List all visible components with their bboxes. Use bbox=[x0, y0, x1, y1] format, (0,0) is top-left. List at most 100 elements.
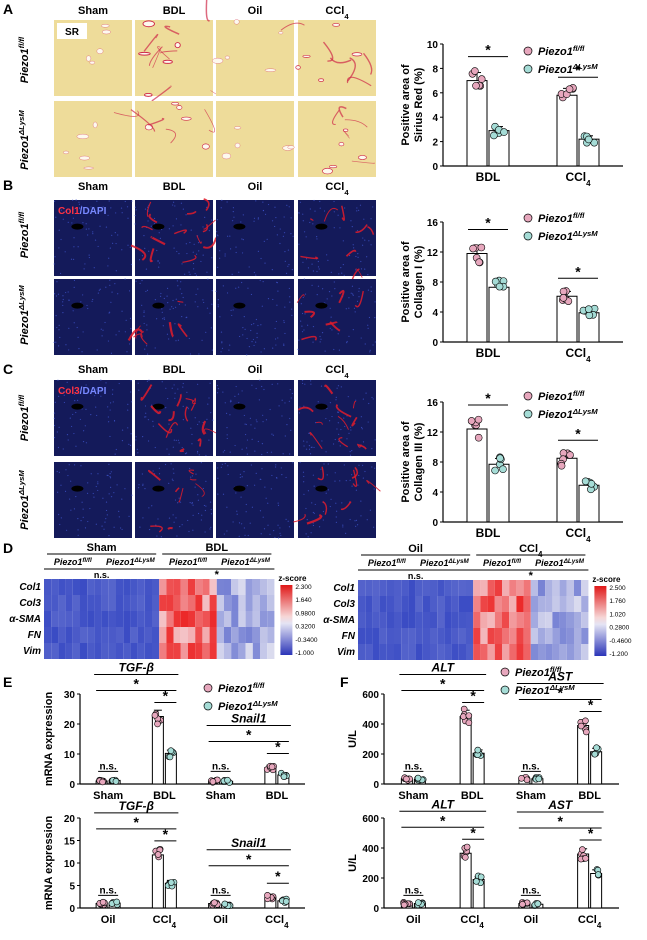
data-point bbox=[518, 775, 525, 782]
heatmap-cell bbox=[358, 612, 366, 628]
nucleus-dot bbox=[172, 299, 174, 302]
collagen-signal bbox=[337, 415, 349, 430]
stain-label-col1: Col1/DAPI bbox=[58, 206, 107, 217]
nucleus-dot bbox=[80, 520, 82, 522]
nucleus-dot bbox=[94, 239, 97, 241]
heatmap-cell bbox=[386, 628, 394, 644]
collagen-fiber bbox=[151, 85, 172, 102]
nucleus-dot bbox=[82, 516, 84, 518]
heatmap-cell bbox=[408, 628, 416, 644]
nucleus-dot bbox=[348, 335, 350, 337]
heatmap-cell bbox=[358, 596, 366, 612]
nucleus-dot bbox=[229, 248, 232, 250]
tile-background bbox=[298, 380, 376, 456]
nucleus-dot bbox=[96, 200, 98, 202]
nucleus-dot bbox=[336, 428, 338, 430]
bar bbox=[577, 853, 590, 909]
nucleus-dot bbox=[340, 428, 342, 431]
nucleus-dot bbox=[129, 343, 131, 345]
nucleus-dot bbox=[178, 497, 180, 499]
collagen-signal bbox=[165, 422, 179, 438]
nucleus-dot bbox=[174, 205, 176, 207]
nucleus-dot bbox=[232, 211, 234, 213]
heatmap-cell bbox=[195, 579, 203, 595]
nucleus-dot bbox=[246, 453, 248, 455]
heatmap-cell bbox=[245, 611, 253, 627]
nucleus-dot bbox=[82, 294, 84, 296]
nucleus-dot bbox=[233, 216, 235, 218]
heatmap-cell bbox=[188, 627, 196, 643]
nucleus-dot bbox=[240, 221, 242, 223]
heatmap-cell bbox=[566, 580, 574, 596]
heatmap-cell bbox=[144, 627, 152, 643]
nucleus-dot bbox=[87, 234, 89, 236]
collagen-signal bbox=[315, 421, 323, 425]
nucleus-dot bbox=[352, 244, 354, 246]
heatmap-cell bbox=[108, 595, 116, 611]
heatmap-group-title: Oil bbox=[408, 543, 423, 555]
nucleus-dot bbox=[124, 278, 126, 280]
nucleus-dot bbox=[58, 426, 60, 428]
vessel-lumen bbox=[351, 52, 363, 57]
nucleus-dot bbox=[108, 534, 110, 537]
heatmap-cell bbox=[87, 643, 95, 659]
nucleus-dot bbox=[127, 427, 129, 429]
collagen-signal bbox=[182, 254, 197, 263]
nucleus-dot bbox=[175, 298, 177, 300]
nucleus-dot bbox=[154, 347, 156, 349]
nucleus-dot bbox=[263, 528, 266, 530]
heatmap-cell bbox=[437, 596, 445, 612]
heatmap-cell bbox=[545, 580, 553, 596]
nucleus-dot bbox=[344, 207, 346, 209]
collagen-signal bbox=[306, 514, 323, 525]
category-text: BDL bbox=[266, 790, 289, 802]
tile-background bbox=[216, 462, 294, 538]
tile-background bbox=[216, 101, 294, 177]
nucleus-dot bbox=[303, 231, 306, 233]
nucleus-dot bbox=[170, 463, 172, 465]
nucleus-dot bbox=[148, 507, 150, 509]
nucleus-dot bbox=[195, 473, 197, 475]
nucleus-dot bbox=[281, 399, 283, 401]
nucleus-dot bbox=[60, 209, 62, 211]
legend-ko-sup: ΔLysM bbox=[572, 407, 598, 416]
nucleus-dot bbox=[215, 290, 217, 292]
nucleus-dot bbox=[289, 453, 291, 455]
nucleus-dot bbox=[368, 240, 370, 242]
significance-mark: * bbox=[275, 868, 281, 884]
data-point bbox=[99, 778, 106, 786]
colorbar bbox=[594, 586, 607, 656]
nucleus-dot bbox=[92, 492, 94, 495]
nucleus-dot bbox=[257, 250, 259, 253]
y-axis-label: U/L bbox=[347, 730, 359, 748]
nucleus-dot bbox=[84, 527, 87, 529]
category-text: CCl bbox=[460, 914, 479, 926]
heatmap-cell bbox=[538, 644, 546, 660]
category-subscript: 4 bbox=[597, 921, 602, 930]
genotype-sup: fl/fl bbox=[512, 558, 522, 565]
nucleus-dot bbox=[263, 348, 265, 350]
y-tick-label: 12 bbox=[427, 428, 439, 439]
nucleus-dot bbox=[75, 495, 77, 498]
nucleus-dot bbox=[53, 263, 55, 265]
heatmap-cell bbox=[209, 595, 217, 611]
nucleus-dot bbox=[184, 273, 186, 275]
nucleus-dot bbox=[369, 509, 371, 511]
heatmap-cell bbox=[415, 580, 423, 596]
nucleus-dot bbox=[261, 385, 263, 388]
nucleus-dot bbox=[282, 453, 284, 455]
nucleus-dot bbox=[163, 297, 165, 300]
col-oil-label: Oil bbox=[248, 364, 263, 376]
nucleus-dot bbox=[129, 246, 131, 248]
nucleus-dot bbox=[109, 279, 111, 281]
nucleus-dot bbox=[95, 406, 97, 408]
nucleus-dot bbox=[362, 398, 364, 400]
nucleus-dot bbox=[254, 450, 256, 452]
collagen-signal bbox=[202, 237, 218, 249]
sirius-tile bbox=[113, 101, 215, 177]
nucleus-dot bbox=[129, 444, 132, 447]
column-header-sham: Sham bbox=[78, 5, 108, 17]
heatmap-cell bbox=[180, 627, 188, 643]
nucleus-dot bbox=[166, 333, 169, 335]
nucleus-dot bbox=[229, 414, 231, 416]
